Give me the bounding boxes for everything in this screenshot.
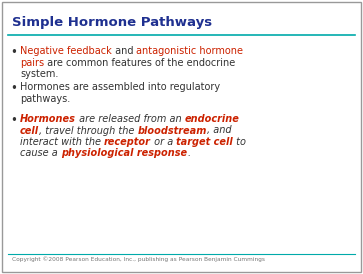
Text: are released from an: are released from an <box>76 114 185 124</box>
Text: Hormones are assembled into regulatory: Hormones are assembled into regulatory <box>20 82 220 92</box>
Text: or a: or a <box>151 137 176 147</box>
Text: Copyright ©2008 Pearson Education, Inc., publishing as Pearson Benjamin Cummings: Copyright ©2008 Pearson Education, Inc.,… <box>12 256 265 262</box>
Text: receptor: receptor <box>104 137 151 147</box>
FancyBboxPatch shape <box>2 2 361 272</box>
Text: bloodstream: bloodstream <box>138 125 207 136</box>
Text: endocrine: endocrine <box>185 114 240 124</box>
Text: are common features of the endocrine: are common features of the endocrine <box>44 58 235 67</box>
Text: pathways.: pathways. <box>20 93 70 104</box>
Text: cell: cell <box>20 125 39 136</box>
Text: target cell: target cell <box>176 137 233 147</box>
Text: •: • <box>10 46 17 59</box>
Text: Negative feedback: Negative feedback <box>20 46 112 56</box>
Text: to: to <box>233 137 246 147</box>
Text: antagonistic hormone: antagonistic hormone <box>136 46 243 56</box>
Text: , travel through the: , travel through the <box>39 125 138 136</box>
Text: Simple Hormone Pathways: Simple Hormone Pathways <box>12 16 212 29</box>
Text: , and: , and <box>207 125 232 136</box>
Text: cause a: cause a <box>20 149 61 158</box>
Text: system.: system. <box>20 69 58 79</box>
Text: and: and <box>112 46 136 56</box>
Text: .: . <box>187 149 190 158</box>
Text: Hormones: Hormones <box>20 114 76 124</box>
Text: interact with the: interact with the <box>20 137 104 147</box>
Text: •: • <box>10 82 17 95</box>
Text: •: • <box>10 114 17 127</box>
Text: pairs: pairs <box>20 58 44 67</box>
Text: physiological response: physiological response <box>61 149 187 158</box>
